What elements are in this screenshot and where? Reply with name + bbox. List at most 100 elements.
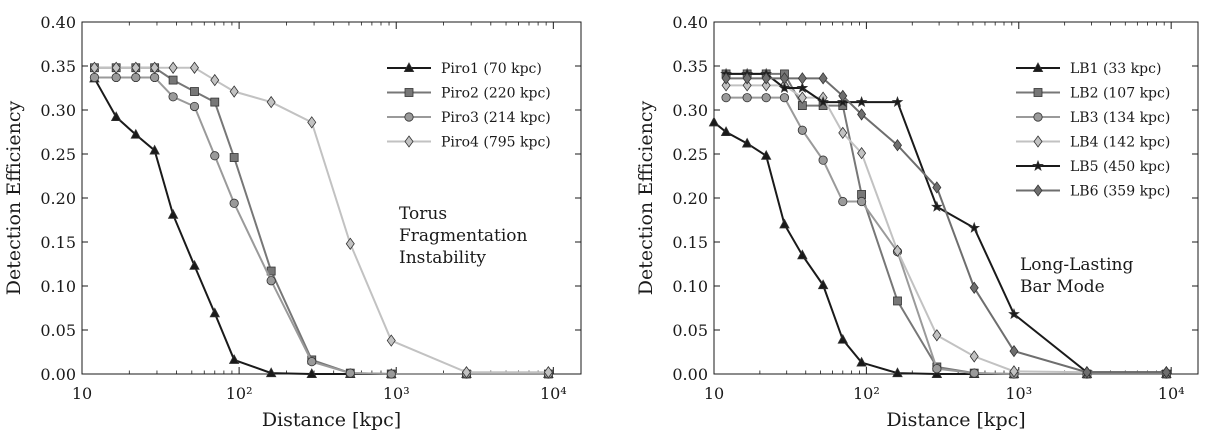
y-tick-label: 0.20 — [40, 189, 76, 208]
x-tick-label: 10³ — [1005, 384, 1032, 403]
data-point — [779, 218, 790, 229]
series-lb6 — [721, 72, 1171, 379]
data-point — [1009, 344, 1019, 358]
chart-panel-torus: 0.00 0.05 0.10 0.15 0.20 0.25 0.30 0.35 0.40 10 10… — [3, 13, 582, 431]
data-point — [818, 72, 828, 85]
data-point — [149, 144, 160, 155]
legend-marker — [404, 135, 414, 148]
data-point — [543, 366, 553, 379]
x-tick-label: 10 — [72, 384, 92, 403]
annotation-line: Bar Mode — [1020, 277, 1105, 297]
annotation-line: Torus — [399, 204, 447, 224]
data-point — [345, 237, 355, 250]
data-point — [131, 72, 141, 83]
y-axis-label: Detection Efficiency — [3, 101, 25, 296]
x-tick-label: 10⁴ — [1158, 384, 1185, 403]
legend-label: LB6 (359 kpc) — [1070, 184, 1170, 200]
data-point — [932, 364, 942, 374]
data-point — [892, 244, 902, 257]
x-tick-label: 10³ — [383, 384, 410, 403]
data-point — [761, 72, 771, 85]
y-tick-label: 0.35 — [40, 57, 76, 76]
data-point — [932, 181, 942, 194]
data-point — [189, 101, 200, 112]
legend-label: LB3 (134 kpc) — [1070, 110, 1170, 126]
data-point — [229, 153, 239, 162]
data-point — [779, 93, 790, 103]
data-point — [168, 61, 178, 74]
series-line — [726, 84, 1167, 374]
data-point — [797, 249, 808, 260]
y-tick-label: 0.15 — [40, 233, 76, 252]
data-point — [932, 329, 942, 342]
y-tick-label: 0.40 — [672, 13, 708, 32]
data-point — [797, 72, 807, 85]
data-point — [838, 196, 848, 207]
data-point — [720, 126, 732, 137]
data-point — [266, 276, 276, 286]
series-line — [726, 72, 1167, 374]
data-point — [857, 108, 867, 121]
data-point — [838, 89, 848, 103]
data-point — [1161, 366, 1171, 379]
data-point — [386, 369, 396, 379]
data-point — [837, 333, 849, 344]
y-tick-label: 0.10 — [40, 277, 76, 296]
data-point — [797, 91, 807, 104]
y-tick-label: 0.30 — [40, 101, 76, 120]
legend-marker — [1032, 159, 1044, 171]
y-tick-label: 0.00 — [40, 365, 76, 384]
data-point — [893, 296, 902, 306]
series-piro4 — [89, 61, 553, 379]
data-point — [111, 72, 121, 83]
data-point — [779, 72, 789, 85]
annotation-line: Fragmentation — [399, 226, 528, 246]
legend: LB1 (33 kpc) LB2 (107 kpc) LB3 (134 kpc) LB… — [1016, 61, 1170, 200]
data-point — [345, 368, 355, 378]
x-axis-label: Distance [kpc] — [886, 409, 1025, 431]
data-point — [1008, 308, 1020, 320]
legend-label: LB5 (450 kpc) — [1070, 159, 1170, 175]
legend-marker — [1033, 88, 1043, 97]
data-point — [741, 137, 753, 148]
data-point — [969, 281, 979, 294]
legend-marker — [404, 112, 414, 122]
y-tick-label: 0.25 — [40, 145, 76, 164]
x-tick-label: 10² — [853, 384, 880, 403]
data-point — [721, 93, 731, 103]
data-point — [742, 93, 752, 103]
data-point — [721, 79, 731, 92]
data-point — [721, 72, 731, 85]
data-point — [796, 81, 809, 93]
data-point — [229, 85, 239, 98]
legend-label: Piro1 (70 kpc) — [441, 61, 542, 77]
data-point — [1009, 365, 1019, 378]
legend-marker — [403, 62, 415, 72]
data-point — [931, 200, 943, 212]
data-point — [708, 116, 720, 127]
data-point — [742, 79, 752, 92]
data-point — [210, 151, 220, 161]
y-tick-label: 0.30 — [672, 101, 708, 120]
data-point — [190, 87, 199, 96]
x-tick-label: 10 — [704, 384, 724, 403]
data-point — [265, 367, 277, 378]
data-point — [838, 126, 848, 140]
y-tick-label: 0.00 — [672, 365, 708, 384]
data-point — [307, 116, 317, 129]
data-point — [210, 97, 220, 107]
data-point — [797, 125, 807, 135]
legend-label: Piro4 (795 kpc) — [441, 135, 551, 151]
data-point — [266, 95, 276, 109]
data-point — [817, 95, 829, 108]
data-point — [306, 368, 318, 379]
data-point — [167, 208, 179, 219]
x-axis-label: Distance [kpc] — [262, 409, 401, 431]
legend-marker — [1033, 112, 1043, 122]
data-point — [892, 139, 902, 152]
y-tick-label: 0.10 — [672, 277, 708, 296]
annotation-line: Instability — [399, 248, 486, 268]
